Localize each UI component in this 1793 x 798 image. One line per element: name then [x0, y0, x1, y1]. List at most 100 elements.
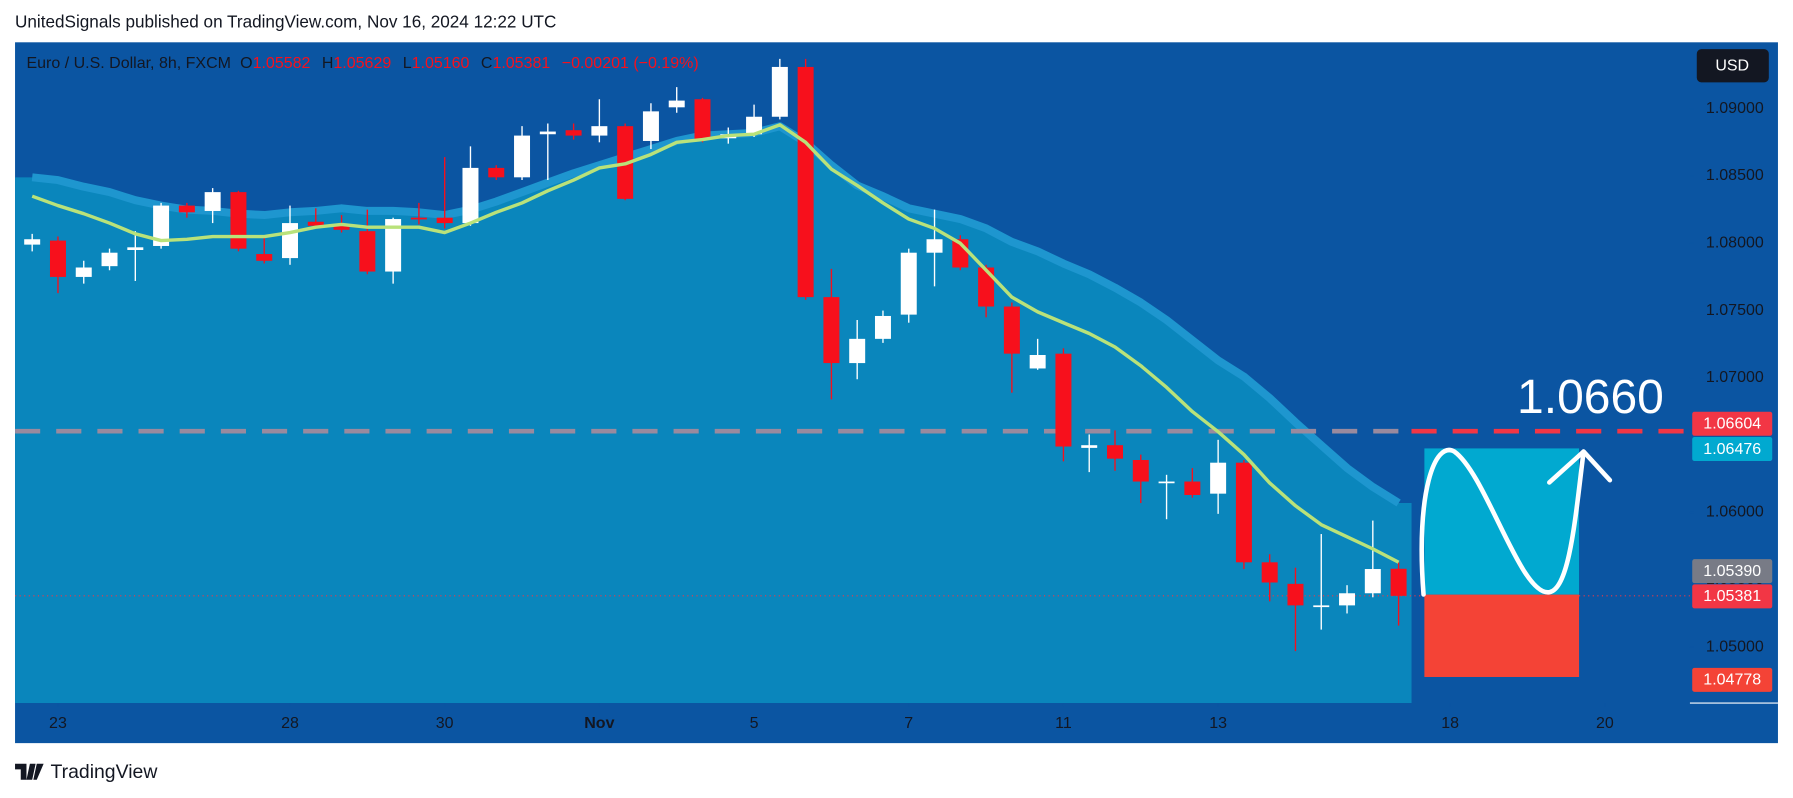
- candle-body: [978, 267, 995, 307]
- candle-body: [1081, 445, 1098, 448]
- x-tick-label: 30: [436, 715, 454, 732]
- price-tag: [1692, 436, 1773, 461]
- price-tag-label: 1.04778: [1703, 672, 1761, 689]
- x-tick-label: 18: [1441, 715, 1459, 732]
- candle-body: [797, 66, 814, 298]
- price-tag: [1692, 667, 1773, 692]
- x-tick-label: 28: [281, 715, 299, 732]
- tradingview-logo: [15, 763, 44, 780]
- candle-body: [1158, 481, 1175, 484]
- price-tag: [1692, 411, 1773, 436]
- candle-body: [771, 66, 788, 117]
- candle-body: [385, 219, 402, 272]
- ohlc-key: C: [481, 55, 493, 72]
- candle-body: [1364, 569, 1381, 594]
- x-tick-label: 23: [49, 715, 67, 732]
- x-tick-label: Nov: [584, 715, 614, 732]
- candle-body: [436, 217, 453, 224]
- candle-body: [642, 111, 659, 141]
- ma-line: [31, 123, 1400, 564]
- y-tick-label: 1.06000: [1706, 504, 1764, 521]
- candle-body: [746, 116, 763, 135]
- candle-body: [1029, 355, 1046, 369]
- candle-body: [359, 231, 376, 272]
- candle-body: [1055, 353, 1072, 447]
- x-tick-label: 20: [1596, 715, 1614, 732]
- candle-body: [514, 135, 531, 178]
- publish-header: UnitedSignals published on TradingView.c…: [15, 11, 556, 31]
- currency-label[interactable]: USD: [1715, 58, 1749, 75]
- candle-body: [1390, 568, 1407, 596]
- axes: USD 1.050001.055001.060001.065001.070001…: [49, 49, 1778, 732]
- candle-body: [488, 167, 505, 178]
- candle-body: [462, 167, 479, 224]
- price-tag-label: 1.06604: [1703, 416, 1761, 433]
- y-tick-label: 1.05000: [1706, 638, 1764, 655]
- candle-body: [49, 240, 66, 277]
- candle-body: [75, 267, 92, 277]
- y-tick-label: 1.07500: [1706, 302, 1764, 319]
- candle-body: [849, 338, 866, 364]
- price-tag-label: 1.05390: [1703, 563, 1761, 580]
- currency-button[interactable]: [1696, 49, 1769, 83]
- ohlc-value: 1.05160: [412, 55, 470, 72]
- candle-body: [694, 99, 711, 140]
- y-tick-label: 1.09000: [1706, 100, 1764, 117]
- change: −0.00201 (−0.19%): [562, 55, 699, 72]
- legend: Euro / U.S. Dollar, 8h, FXCM O1.05582 H1.0…: [26, 55, 698, 72]
- ohlc-key: O: [240, 55, 252, 72]
- candle-body: [591, 126, 608, 136]
- candle-body: [926, 239, 943, 253]
- candle-body: [1132, 460, 1149, 482]
- price-annotation: 1.0660: [1517, 371, 1664, 424]
- candle-body: [823, 297, 840, 364]
- candle-body: [333, 225, 350, 230]
- x-tick-label: 5: [750, 715, 759, 732]
- symbol-title: Euro / U.S. Dollar, 8h, FXCM: [26, 55, 231, 72]
- candle-body: [539, 131, 556, 135]
- arrow-head: [1547, 449, 1613, 485]
- candle-body: [178, 205, 195, 213]
- y-tick-label: 1.07000: [1706, 369, 1764, 386]
- candle-body: [1287, 583, 1304, 606]
- price-tag: [1692, 584, 1773, 609]
- candle-body: [1184, 481, 1201, 495]
- price-tag-label: 1.05381: [1703, 588, 1761, 605]
- candle-body: [24, 239, 41, 245]
- candle-body: [230, 192, 247, 249]
- x-tick-label: 11: [1055, 715, 1072, 732]
- logo-icon: [15, 763, 44, 780]
- ohlc-key: H: [322, 55, 334, 72]
- ohlc-value: 1.05381: [492, 55, 550, 72]
- plot-area: [15, 58, 1690, 704]
- y-tick-label: 1.08000: [1706, 234, 1764, 251]
- candle-body: [1235, 462, 1252, 563]
- drawings: 1.0660: [1419, 371, 1664, 597]
- price-tag-label: 1.06476: [1703, 441, 1761, 458]
- candle-body: [668, 100, 685, 108]
- candle-body: [1313, 605, 1330, 608]
- stop-zone: [1424, 594, 1580, 677]
- candle-body: [410, 217, 427, 220]
- candle-body: [874, 315, 891, 339]
- candle-body: [565, 130, 582, 136]
- ohlc-value: 1.05629: [333, 55, 391, 72]
- candle-body: [1339, 593, 1356, 606]
- x-tick-label: 7: [904, 715, 913, 732]
- candle-body: [900, 252, 917, 315]
- candle-body: [1261, 562, 1278, 583]
- candle-body: [1107, 445, 1123, 459]
- ohlc-value: 1.05582: [253, 55, 311, 72]
- ohlc-key: L: [403, 55, 412, 72]
- candle-body: [282, 223, 298, 259]
- candle-body: [307, 221, 324, 226]
- candle-body: [101, 252, 118, 267]
- candle-body: [127, 247, 144, 251]
- candle-body: [204, 192, 221, 211]
- candle-body: [1003, 306, 1020, 354]
- candle-body: [153, 205, 170, 246]
- band-edge: [31, 122, 1401, 507]
- footer-brand: TradingView: [50, 761, 158, 783]
